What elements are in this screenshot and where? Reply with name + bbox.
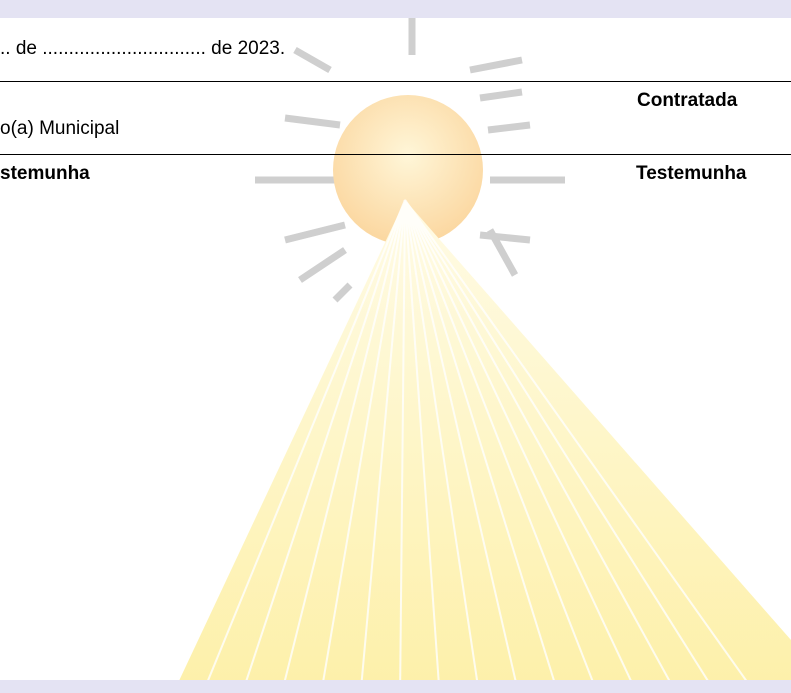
page: .. de ............................... de… [0,18,791,680]
signer-label: o(a) Municipal [0,118,119,140]
date-line: .. de ............................... de… [0,38,285,60]
signer-label: Contratada [637,90,737,112]
witness-label: stemunha [0,163,90,185]
signature-line [0,81,791,82]
document: .. de ............................... de… [0,0,791,693]
signature-line [0,154,791,155]
witness-label: Testemunha [636,163,747,185]
